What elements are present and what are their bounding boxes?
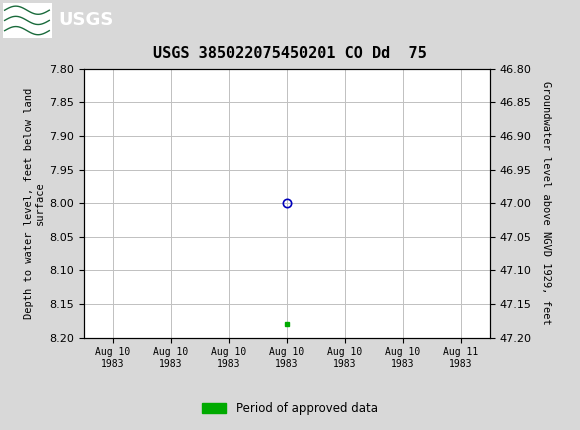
Text: USGS 385022075450201 CO Dd  75: USGS 385022075450201 CO Dd 75 [153, 46, 427, 61]
Text: USGS: USGS [58, 12, 113, 29]
FancyBboxPatch shape [3, 3, 52, 37]
Y-axis label: Depth to water level, feet below land
surface: Depth to water level, feet below land su… [24, 88, 45, 319]
Legend: Period of approved data: Period of approved data [198, 397, 382, 420]
Y-axis label: Groundwater level above NGVD 1929, feet: Groundwater level above NGVD 1929, feet [541, 81, 551, 325]
